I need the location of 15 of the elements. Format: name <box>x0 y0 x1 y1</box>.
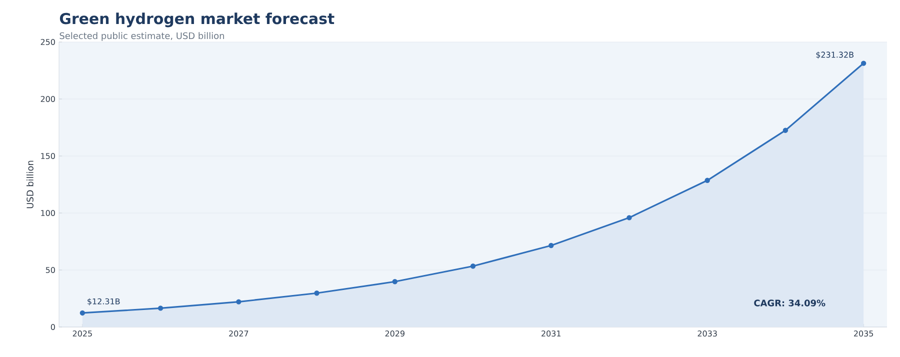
point <box>80 310 86 316</box>
chart-subtitle: Selected public estimate, USD billion <box>60 32 224 41</box>
point <box>782 128 788 133</box>
chart-title: Green hydrogen market forecast <box>60 12 334 28</box>
point <box>158 306 164 311</box>
point <box>392 279 398 284</box>
annotation: CAGR: 34.09% <box>754 300 826 306</box>
point <box>626 215 632 220</box>
point <box>470 264 476 269</box>
y-axis-title: USD billion <box>26 160 34 208</box>
point <box>548 242 554 248</box>
point <box>704 178 710 183</box>
point <box>236 299 242 304</box>
point <box>314 290 320 296</box>
point <box>860 60 866 66</box>
